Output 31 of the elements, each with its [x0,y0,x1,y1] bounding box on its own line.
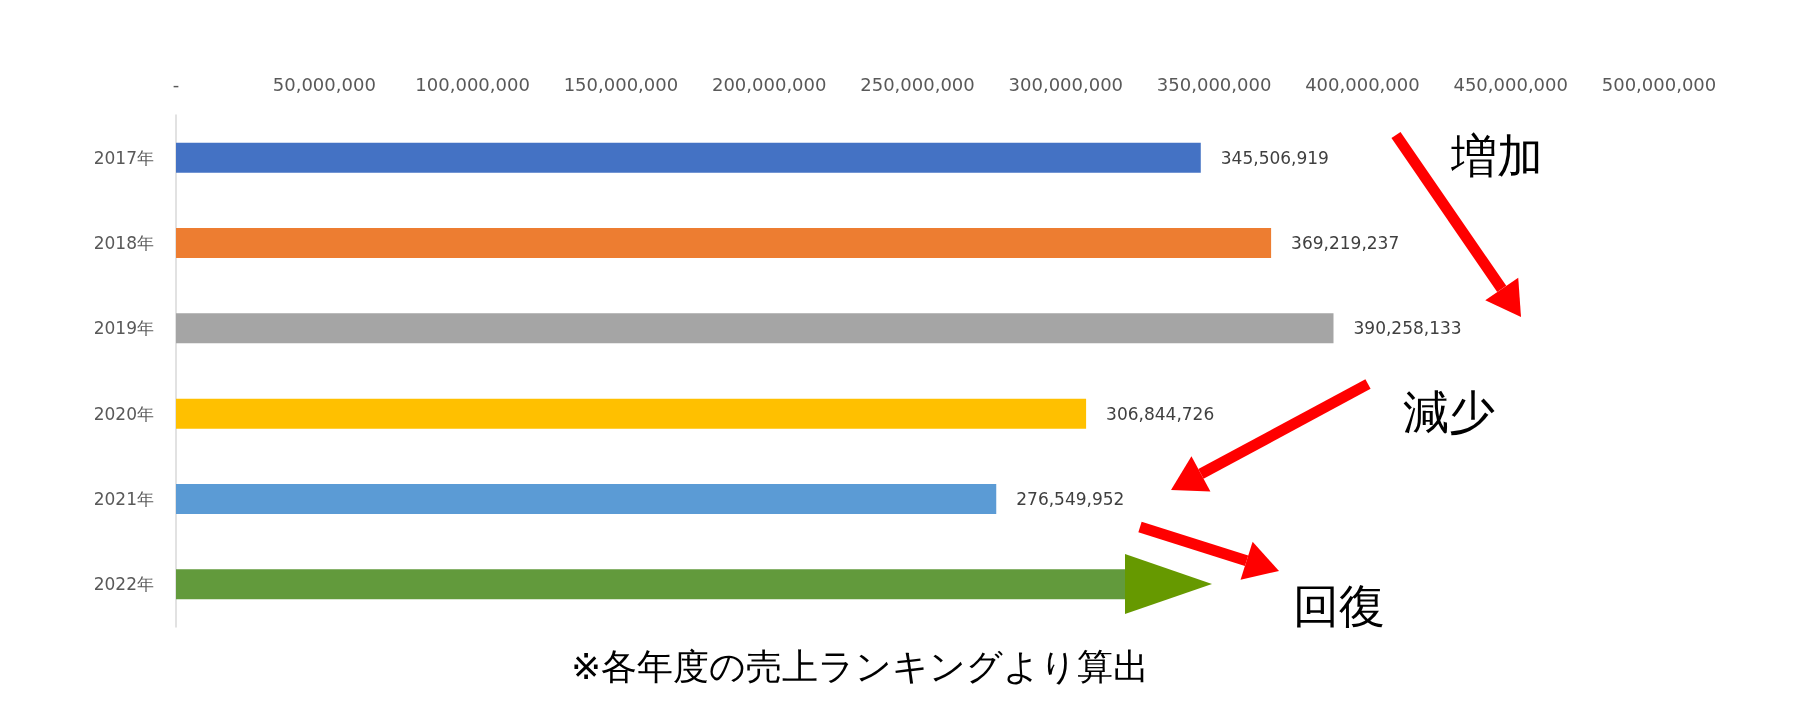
y-tick-label: 2020年 [93,403,154,424]
data-label: 345,506,919 [1220,147,1329,168]
data-label: 369,219,237 [1291,233,1400,253]
x-tick-label: 150,000,000 [563,73,679,95]
y-tick-label: 2017年 [93,147,154,168]
y-tick-label: 2022年 [93,574,154,595]
x-tick-label: 50,000,000 [272,73,376,95]
data-label: 276,549,952 [1016,489,1125,509]
x-tick-label: 450,000,000 [1453,73,1568,95]
annotation: 増加 [1450,129,1543,183]
y-tick-label: 2019年 [93,318,154,339]
annotation: 減少 [1403,385,1495,439]
data-label: 390,258,133 [1353,318,1462,339]
data-label: 306,844,726 [1106,403,1215,424]
x-tick-label: 500,000,000 [1601,73,1717,95]
bar [176,313,1334,344]
y-tick-label: 2021年 [93,489,154,509]
bar [176,398,1087,429]
x-tick-label: 300,000,000 [1008,73,1124,95]
annotation: 回復 [1293,579,1385,633]
x-tick-label: 400,000,000 [1305,73,1420,95]
x-tick-label: 100,000,000 [415,73,530,95]
x-tick-label: 350,000,000 [1156,73,1272,95]
x-tick-label: 200,000,000 [711,73,827,95]
text: ※各年度の売上ランキングより算出 [570,645,1150,687]
bar [176,484,997,514]
x-tick-label: - [172,73,180,95]
x-tick-label: 250,000,000 [860,73,975,95]
y-tick-label: 2018年 [93,233,154,253]
bar [176,228,1272,258]
bar [176,142,1201,173]
